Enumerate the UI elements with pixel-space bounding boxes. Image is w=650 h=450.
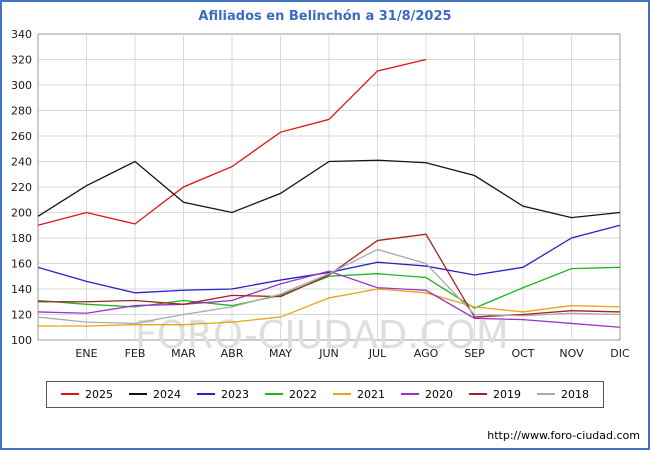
x-tick-label: ABR bbox=[221, 347, 244, 360]
legend-swatch-2021 bbox=[333, 393, 351, 395]
legend-label-2020: 2020 bbox=[425, 387, 453, 401]
x-tick-label: JUN bbox=[318, 347, 339, 360]
y-tick-label: 200 bbox=[11, 207, 32, 220]
series-line-2024 bbox=[37, 159, 621, 219]
page-title: Afiliados en Belinchón a 31/8/2025 bbox=[198, 9, 452, 24]
legend-swatch-2024 bbox=[129, 393, 147, 395]
watermark-text: FORO-CIUDAD.COM bbox=[135, 313, 509, 357]
x-tick-label: DIC bbox=[610, 347, 630, 360]
x-tick-label: OCT bbox=[511, 347, 534, 360]
y-tick-label: 280 bbox=[11, 105, 32, 118]
legend-label-2023: 2023 bbox=[221, 387, 249, 401]
series-line-2020 bbox=[37, 270, 621, 328]
y-tick-label: 240 bbox=[11, 156, 32, 169]
y-tick-label: 220 bbox=[11, 181, 32, 194]
x-tick-label: MAR bbox=[171, 347, 196, 360]
series-line-2019 bbox=[38, 233, 621, 318]
site-url-link[interactable]: http://www.foro-ciudad.com bbox=[487, 429, 640, 442]
y-tick-label: 340 bbox=[11, 28, 32, 41]
legend-swatch-2022 bbox=[265, 393, 283, 395]
legend-swatch-2020 bbox=[401, 393, 419, 395]
x-tick-label: NOV bbox=[559, 347, 584, 360]
legend-item-2024: 2024 bbox=[129, 388, 181, 401]
y-tick-label: 100 bbox=[11, 334, 32, 347]
series-line-2025 bbox=[37, 58, 427, 226]
legend-item-2020: 2020 bbox=[401, 388, 453, 401]
affiliates-line-chart: 100 120 140 160 180 200 220 240 260 280 300 320 340 F… bbox=[11, 28, 630, 360]
legend-item-2021: 2021 bbox=[333, 388, 385, 401]
series-line-2018 bbox=[37, 248, 621, 325]
legend-item-2019: 2019 bbox=[469, 388, 521, 401]
legend-label-2021: 2021 bbox=[357, 387, 385, 401]
series-line-2023 bbox=[37, 224, 621, 294]
legend-swatch-2019 bbox=[469, 393, 487, 395]
y-tick-label: 260 bbox=[11, 130, 32, 143]
legend-item-2022: 2022 bbox=[265, 388, 317, 401]
x-tick-label: JUL bbox=[368, 347, 387, 360]
legend-swatch-2023 bbox=[197, 393, 215, 395]
legend-label-2022: 2022 bbox=[289, 387, 317, 401]
y-tick-label: 180 bbox=[11, 232, 32, 245]
x-tick-label: FEB bbox=[125, 347, 146, 360]
legend-label-2019: 2019 bbox=[493, 387, 521, 401]
chart-legend: 2025 2024 2023 2022 2021 2020 2019 2018 bbox=[46, 380, 604, 408]
x-tick-label: AGO bbox=[414, 347, 439, 360]
legend-item-2018: 2018 bbox=[537, 388, 589, 401]
legend-label-2024: 2024 bbox=[153, 387, 181, 401]
x-tick-label: ENE bbox=[75, 347, 97, 360]
y-tick-label: 140 bbox=[11, 283, 32, 296]
legend-wrap: 2025 2024 2023 2022 2021 2020 2019 2018 bbox=[2, 380, 648, 408]
y-tick-label: 300 bbox=[11, 79, 32, 92]
x-tick-label: MAY bbox=[269, 347, 292, 360]
y-tick-label: 120 bbox=[11, 309, 32, 322]
y-tick-label: 320 bbox=[11, 54, 32, 67]
legend-item-2023: 2023 bbox=[197, 388, 249, 401]
series-line-2022 bbox=[37, 266, 621, 309]
series-line-2021 bbox=[38, 288, 621, 327]
y-tick-label: 160 bbox=[11, 258, 32, 271]
legend-label-2025: 2025 bbox=[85, 387, 113, 401]
legend-label-2018: 2018 bbox=[561, 387, 589, 401]
legend-swatch-2018 bbox=[537, 393, 555, 395]
legend-item-2025: 2025 bbox=[61, 388, 113, 401]
legend-swatch-2025 bbox=[61, 393, 79, 395]
x-tick-label: SEP bbox=[464, 347, 485, 360]
